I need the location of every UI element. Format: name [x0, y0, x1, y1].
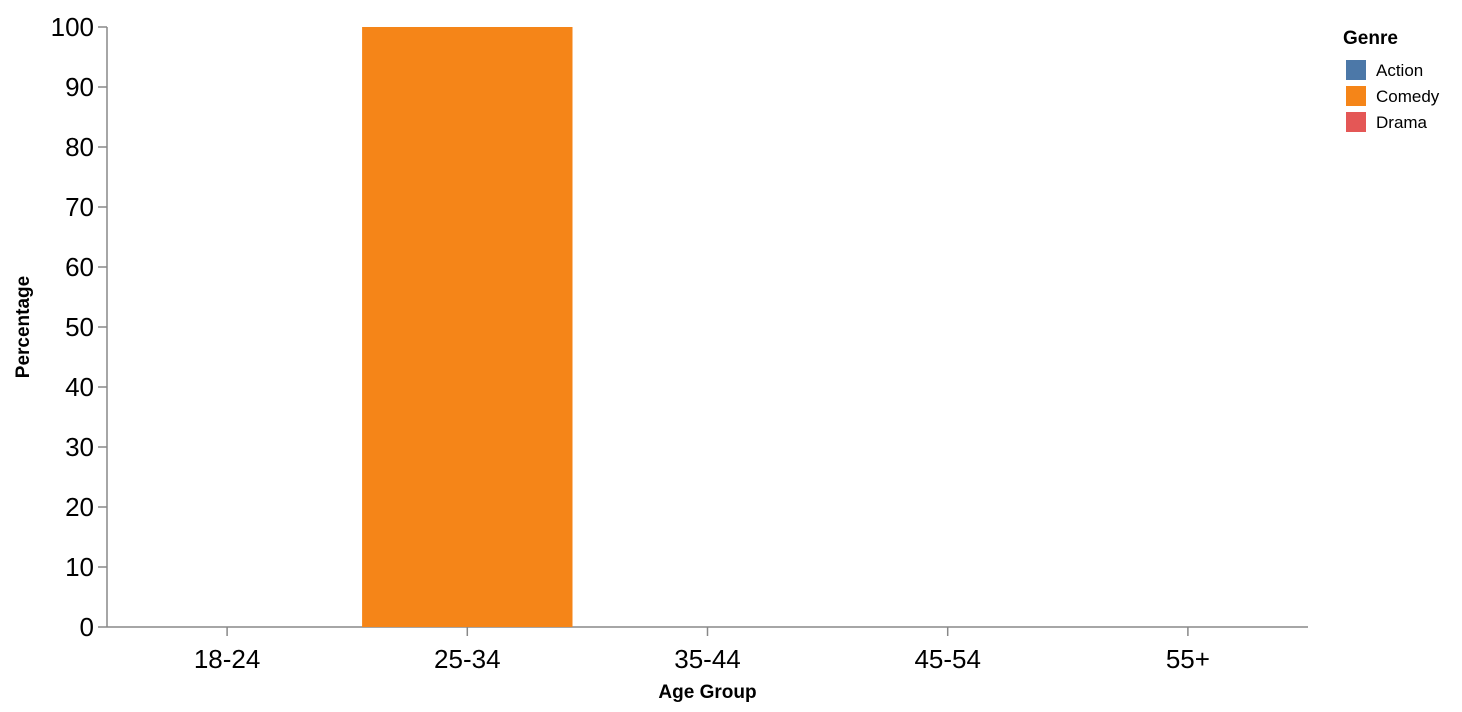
y-tick-label: 20: [65, 492, 94, 522]
y-axis-title: Percentage: [13, 276, 34, 378]
y-tick-label: 60: [65, 252, 94, 282]
y-tick-label: 70: [65, 192, 94, 222]
legend-title: Genre: [1343, 28, 1398, 49]
x-axis-title: Age Group: [658, 682, 756, 703]
legend-label-comedy: Comedy: [1376, 87, 1440, 106]
bars: [362, 27, 573, 627]
y-tick-label: 40: [65, 372, 94, 402]
y-tick-label: 100: [51, 12, 94, 42]
y-tick-label: 30: [65, 432, 94, 462]
x-tick-label: 55+: [1166, 644, 1210, 674]
legend: Genre Action Comedy Drama: [1343, 28, 1440, 132]
x-tick-label: 35-44: [674, 644, 741, 674]
legend-swatch-action: [1346, 60, 1366, 80]
x-axis: 18-24 25-34 35-44 45-54 55+: [107, 626, 1308, 674]
y-tick-label: 10: [65, 552, 94, 582]
legend-label-action: Action: [1376, 61, 1423, 80]
y-tick-label: 90: [65, 72, 94, 102]
legend-swatch-comedy: [1346, 86, 1366, 106]
x-tick-label: 45-54: [914, 644, 981, 674]
y-axis: 0 10 20 30 40 50 60 70 80 90 100: [51, 12, 108, 642]
y-tick-label: 50: [65, 312, 94, 342]
legend-label-drama: Drama: [1376, 113, 1428, 132]
x-tick-label: 18-24: [194, 644, 261, 674]
x-tick-label: 25-34: [434, 644, 501, 674]
legend-swatch-drama: [1346, 112, 1366, 132]
bar-comedy-25-34: [362, 27, 573, 627]
y-tick-label: 80: [65, 132, 94, 162]
y-tick-label: 0: [80, 612, 94, 642]
